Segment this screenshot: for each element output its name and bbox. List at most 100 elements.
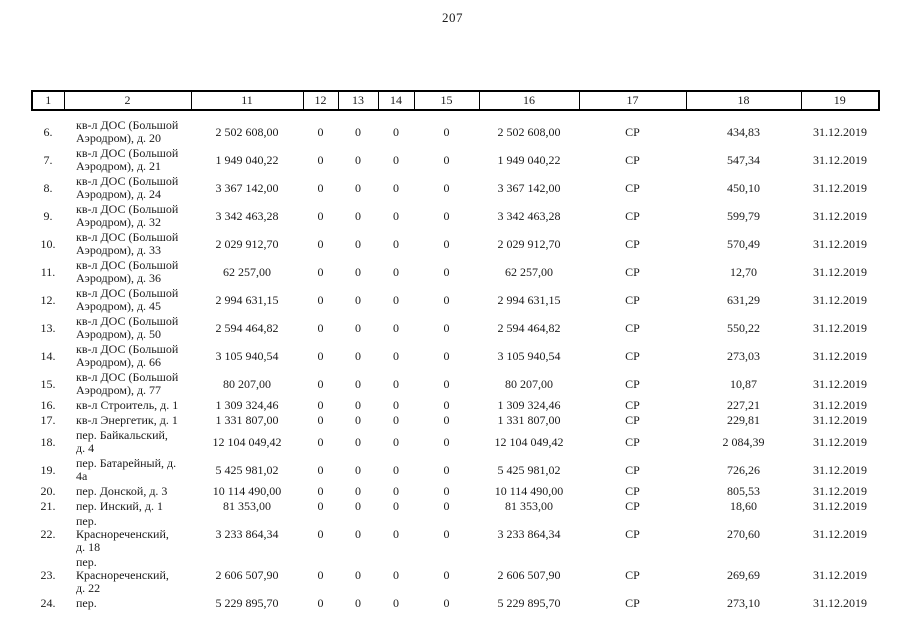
- cell-address: кв-л ДОС (Большой Аэродром), д. 21: [76, 146, 179, 173]
- cell-col-11: 3 342 463,28: [215, 208, 279, 223]
- cell-col-14: 0: [393, 320, 399, 335]
- data-table: 1 2 11 12 13 14 15 16 17 18 19 6. кв-л ДО…: [31, 90, 880, 611]
- cell-row-number: 15.: [40, 376, 56, 391]
- cell-col-16: 2 606 507,90: [497, 568, 561, 582]
- cell-col-18: 18,60: [730, 499, 757, 513]
- cell-col-11: 1 309 324,46: [215, 398, 279, 412]
- cell-col-12: 0: [317, 292, 324, 307]
- column-header-19: 19: [800, 90, 880, 111]
- cell-col-12: 0: [317, 413, 324, 427]
- cell-address: кв-л Энергетик, д. 1: [76, 413, 178, 427]
- cell-col-16: 2 994 631,15: [497, 292, 561, 307]
- cell-col-12: 0: [317, 124, 324, 139]
- cell-row-number: 9.: [43, 208, 53, 223]
- cell-col-11: 2 029 912,70: [215, 236, 279, 251]
- cell-col-12: 0: [317, 596, 324, 610]
- cell-col-14: 0: [393, 292, 399, 307]
- table-row: 18. пер. Байкальский, д. 4 12 104 049,42 0 0…: [32, 428, 879, 456]
- cell-col-13: 0: [355, 376, 361, 391]
- cell-row-number: 23.: [40, 568, 56, 582]
- cell-col-11: 12 104 049,42: [212, 434, 282, 449]
- cell-row-number: 17.: [40, 413, 56, 427]
- cell-col-14: 0: [393, 124, 399, 139]
- cell-col-11: 80 207,00: [223, 376, 271, 391]
- cell-col-16: 1 331 807,00: [497, 413, 561, 427]
- cell-address: кв-л ДОС (Большой Аэродром), д. 50: [76, 314, 179, 341]
- cell-col-18: 550,22: [727, 320, 760, 335]
- cell-date: 31.12.2019: [813, 208, 867, 223]
- cell-col-13: 0: [355, 152, 361, 167]
- cell-col-16: 80 207,00: [505, 376, 553, 391]
- table-body: 6. кв-л ДОС (Большой Аэродром), д. 20 2 50…: [32, 110, 879, 611]
- cell-address: кв-л ДОС (Большой Аэродром), д. 20: [76, 118, 179, 145]
- cell-address: пер. Байкальский, д. 4: [76, 428, 168, 455]
- table-row: 23. пер. Краснореченский, д. 22 2 606 507,…: [32, 555, 879, 596]
- cell-col-11: 3 367 142,00: [215, 180, 279, 195]
- cell-col-15: 0: [443, 348, 450, 363]
- cell-col-17: СР: [625, 320, 640, 335]
- column-header-14: 14: [377, 90, 415, 111]
- cell-col-11: 1 331 807,00: [215, 413, 279, 427]
- cell-col-14: 0: [393, 264, 399, 279]
- cell-date: 31.12.2019: [813, 398, 867, 412]
- cell-col-12: 0: [317, 180, 324, 195]
- cell-col-16: 2 594 464,82: [497, 320, 561, 335]
- cell-col-14: 0: [393, 376, 399, 391]
- cell-row-number: 20.: [40, 484, 56, 498]
- cell-row-number: 11.: [40, 264, 56, 279]
- column-header-1: 1: [31, 90, 65, 111]
- cell-date: 31.12.2019: [813, 292, 867, 307]
- cell-col-14: 0: [393, 236, 399, 251]
- cell-col-17: СР: [625, 376, 640, 391]
- cell-col-11: 3 233 864,34: [215, 527, 279, 541]
- cell-col-16: 3 342 463,28: [497, 208, 561, 223]
- cell-col-13: 0: [355, 236, 361, 251]
- cell-col-16: 3 367 142,00: [497, 180, 561, 195]
- cell-col-18: 229,81: [727, 413, 760, 427]
- cell-address: пер. Батарейный, д. 4а: [76, 456, 177, 483]
- table-row: 14. кв-л ДОС (Большой Аэродром), д. 66 3 1…: [32, 342, 879, 370]
- cell-col-11: 62 257,00: [223, 264, 271, 279]
- cell-col-12: 0: [317, 434, 324, 449]
- cell-date: 31.12.2019: [813, 413, 867, 427]
- table-header-row: 1 2 11 12 13 14 15 16 17 18 19: [31, 90, 880, 111]
- table-row: 11. кв-л ДОС (Большой Аэродром), д. 36 62 …: [32, 258, 879, 286]
- cell-col-16: 3 233 864,34: [497, 527, 561, 541]
- cell-col-13: 0: [355, 320, 361, 335]
- cell-col-12: 0: [317, 264, 324, 279]
- cell-row-number: 13.: [40, 320, 56, 335]
- cell-address: пер. Донской, д. 3: [76, 484, 168, 498]
- cell-col-18: 227,21: [727, 398, 760, 412]
- cell-date: 31.12.2019: [813, 180, 867, 195]
- cell-col-14: 0: [393, 596, 399, 610]
- cell-col-15: 0: [443, 292, 450, 307]
- cell-col-15: 0: [443, 568, 450, 582]
- cell-col-17: СР: [625, 264, 640, 279]
- cell-col-14: 0: [393, 180, 399, 195]
- cell-col-11: 2 594 464,82: [215, 320, 279, 335]
- cell-col-14: 0: [393, 398, 399, 412]
- cell-col-14: 0: [393, 568, 399, 582]
- cell-address: кв-л ДОС (Большой Аэродром), д. 45: [76, 286, 179, 313]
- cell-col-18: 631,29: [727, 292, 760, 307]
- cell-date: 31.12.2019: [813, 376, 867, 391]
- cell-address: кв-л ДОС (Большой Аэродром), д. 36: [76, 258, 179, 285]
- cell-col-18: 726,26: [727, 462, 760, 477]
- cell-date: 31.12.2019: [813, 236, 867, 251]
- cell-col-11: 10 114 490,00: [212, 484, 282, 498]
- cell-col-13: 0: [355, 527, 361, 541]
- cell-col-11: 5 425 981,02: [215, 462, 279, 477]
- cell-col-17: СР: [625, 292, 640, 307]
- cell-col-12: 0: [317, 568, 324, 582]
- cell-row-number: 12.: [40, 292, 56, 307]
- cell-col-13: 0: [355, 398, 361, 412]
- cell-address: пер. Инский, д. 1: [76, 499, 163, 513]
- cell-row-number: 19.: [40, 462, 56, 477]
- cell-col-18: 547,34: [727, 152, 760, 167]
- cell-col-17: СР: [625, 527, 640, 541]
- cell-col-13: 0: [355, 413, 361, 427]
- table-row: 8. кв-л ДОС (Большой Аэродром), д. 24 3 36…: [32, 174, 879, 202]
- cell-date: 31.12.2019: [813, 152, 867, 167]
- cell-col-14: 0: [393, 413, 399, 427]
- cell-col-15: 0: [443, 484, 450, 498]
